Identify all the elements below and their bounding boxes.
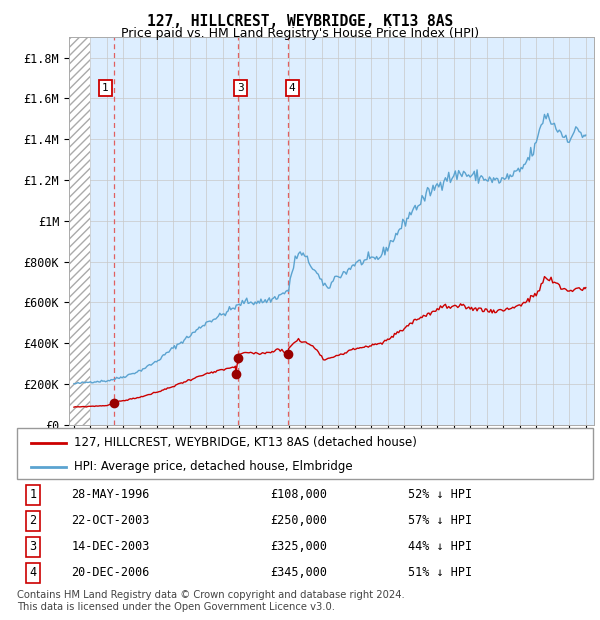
- Text: 52% ↓ HPI: 52% ↓ HPI: [409, 489, 473, 501]
- Text: 28-MAY-1996: 28-MAY-1996: [71, 489, 150, 501]
- Text: 127, HILLCREST, WEYBRIDGE, KT13 8AS (detached house): 127, HILLCREST, WEYBRIDGE, KT13 8AS (det…: [74, 436, 417, 449]
- Text: 57% ↓ HPI: 57% ↓ HPI: [409, 515, 473, 527]
- Text: 3: 3: [238, 83, 244, 93]
- Text: 44% ↓ HPI: 44% ↓ HPI: [409, 541, 473, 553]
- Text: 127, HILLCREST, WEYBRIDGE, KT13 8AS: 127, HILLCREST, WEYBRIDGE, KT13 8AS: [147, 14, 453, 29]
- Text: 20-DEC-2006: 20-DEC-2006: [71, 567, 150, 579]
- Text: £108,000: £108,000: [270, 489, 327, 501]
- Text: Price paid vs. HM Land Registry's House Price Index (HPI): Price paid vs. HM Land Registry's House …: [121, 27, 479, 40]
- Text: 4: 4: [29, 567, 37, 579]
- Text: £325,000: £325,000: [270, 541, 327, 553]
- Text: 22-OCT-2003: 22-OCT-2003: [71, 515, 150, 527]
- Text: 14-DEC-2003: 14-DEC-2003: [71, 541, 150, 553]
- Text: £345,000: £345,000: [270, 567, 327, 579]
- Text: 4: 4: [289, 83, 296, 93]
- Text: £250,000: £250,000: [270, 515, 327, 527]
- Text: 2: 2: [29, 515, 37, 527]
- Text: 1: 1: [102, 83, 109, 93]
- Text: 51% ↓ HPI: 51% ↓ HPI: [409, 567, 473, 579]
- Text: 1: 1: [29, 489, 37, 501]
- Text: Contains HM Land Registry data © Crown copyright and database right 2024.
This d: Contains HM Land Registry data © Crown c…: [17, 590, 404, 612]
- Text: 3: 3: [29, 541, 37, 553]
- FancyBboxPatch shape: [17, 428, 593, 479]
- Text: HPI: Average price, detached house, Elmbridge: HPI: Average price, detached house, Elmb…: [74, 460, 353, 473]
